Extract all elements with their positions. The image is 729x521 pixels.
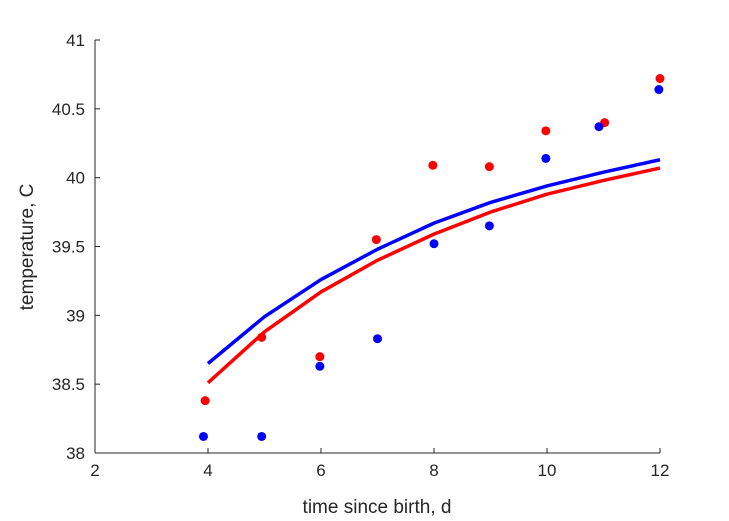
data-point xyxy=(655,74,665,84)
axes: 2 4 6 8 10 12 38 38.5 39 39.5 40 40.5 41 xyxy=(52,31,670,480)
fit-curve-3 xyxy=(206,158,661,365)
data-point xyxy=(373,334,382,344)
y-tick-label: 38.5 xyxy=(52,375,85,394)
data-point xyxy=(594,122,604,132)
x-tick-label: 10 xyxy=(538,461,557,480)
x-tick-label: 8 xyxy=(429,461,438,480)
data-point xyxy=(429,239,439,249)
y-tick-label: 40.5 xyxy=(52,100,85,119)
data-point xyxy=(371,235,381,245)
y-tick-label: 39 xyxy=(66,306,85,325)
plot-area xyxy=(198,74,665,441)
y-tick-label: 38 xyxy=(66,444,85,463)
data-point xyxy=(198,431,208,441)
data-point xyxy=(541,153,551,163)
data-point xyxy=(428,160,438,170)
data-point xyxy=(257,431,267,441)
data-point xyxy=(315,352,325,362)
data-point xyxy=(200,396,210,406)
y-tick-label: 39.5 xyxy=(52,238,85,257)
x-tick-label: 12 xyxy=(651,461,670,480)
data-point xyxy=(315,361,325,371)
y-axis-label: temperature, C xyxy=(17,184,38,311)
y-tick-label: 41 xyxy=(66,31,85,50)
x-axis-label: time since birth, d xyxy=(303,497,452,518)
data-point xyxy=(654,85,664,95)
x-tick-label: 4 xyxy=(203,461,212,480)
fit-curve-2 xyxy=(206,166,661,385)
y-tick-label: 40 xyxy=(66,169,85,188)
data-point xyxy=(484,162,494,172)
data-point xyxy=(541,126,551,136)
x-tick-label: 2 xyxy=(90,461,99,480)
x-tick-label: 6 xyxy=(316,461,325,480)
data-point xyxy=(257,332,267,342)
data-point xyxy=(484,221,494,231)
